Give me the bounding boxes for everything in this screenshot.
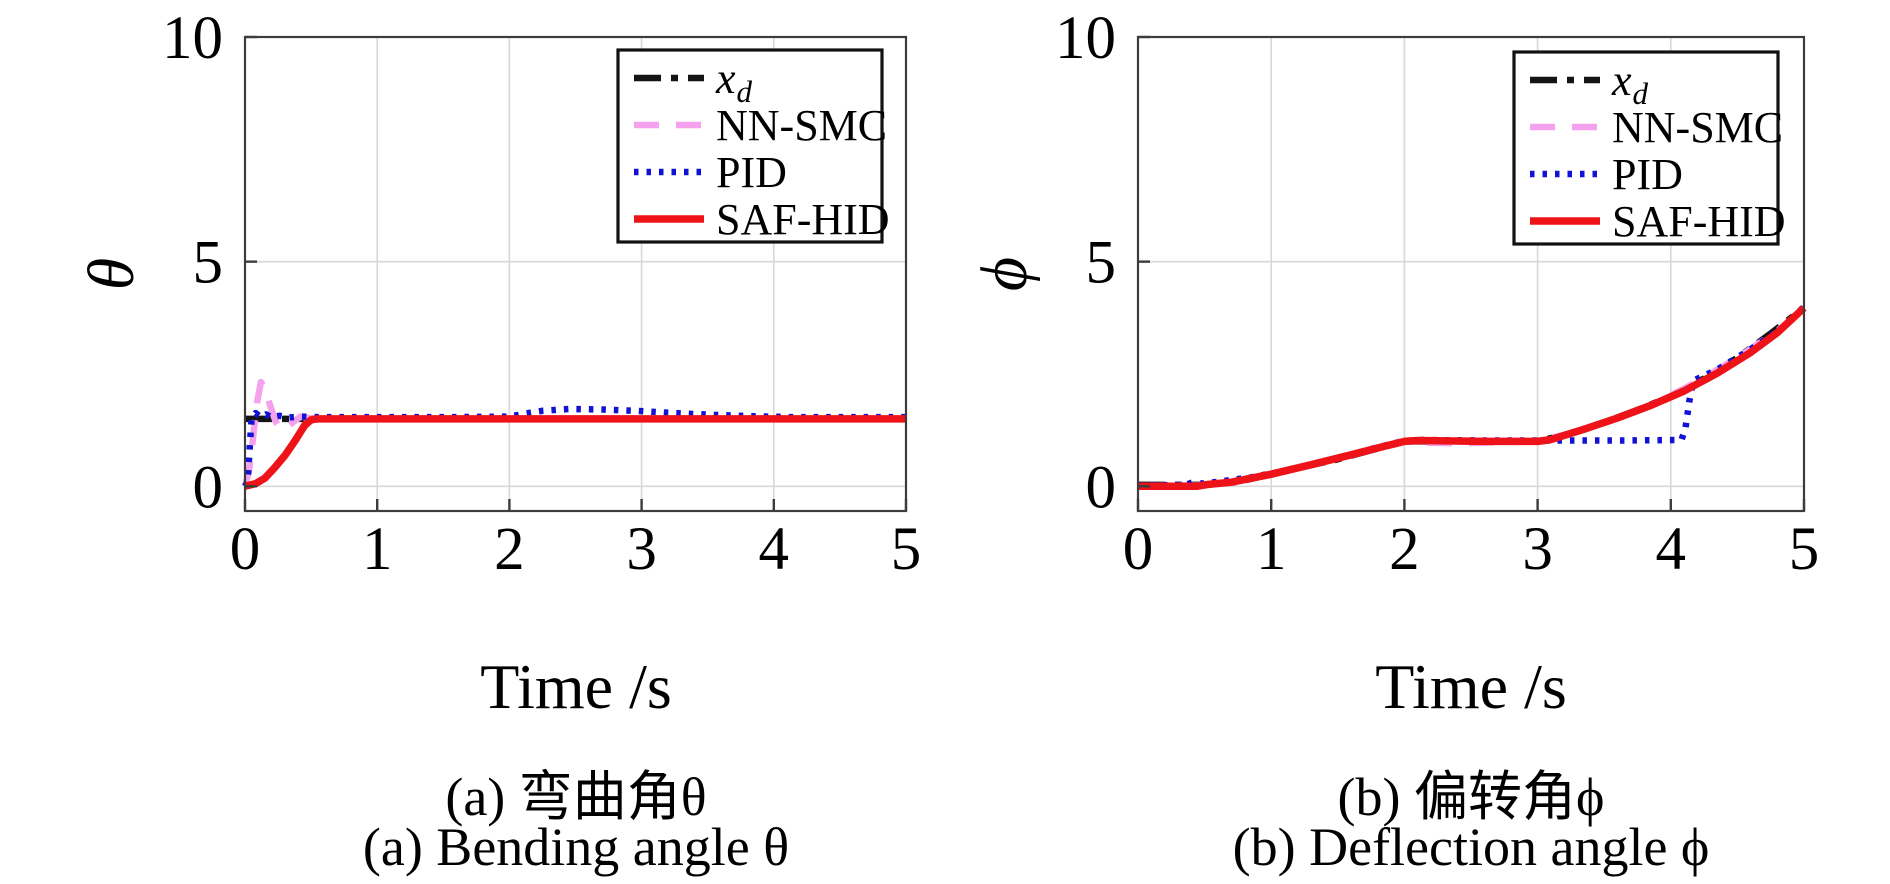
x-tick-label: 0	[230, 516, 261, 583]
legend-box	[1512, 50, 1780, 246]
caption-cn-right: (b) 偏转角ϕ	[1337, 767, 1605, 827]
x-tick-label: 1	[1256, 516, 1287, 583]
y-axis-label-phi: ϕ	[968, 256, 1041, 292]
x-tick-label: 4	[1656, 516, 1687, 583]
caption-en-right: (b) Deflection angle ϕ	[1232, 817, 1710, 877]
caption-en-left: (a) Bending angle θ	[362, 817, 790, 877]
x-axis-label-right: Time /s	[1375, 651, 1567, 722]
legend-label-x_d: xd	[715, 54, 753, 109]
x-tick-label: 2	[1389, 516, 1420, 583]
plot-frame	[243, 35, 908, 513]
legend-label-PID: PID	[1612, 150, 1683, 199]
y-tick-label: 5	[1086, 230, 1117, 297]
legend-label-x_d: xd	[1611, 56, 1649, 111]
series-line-SAF-HID	[244, 415, 906, 490]
x-tick-label: 3	[626, 516, 657, 583]
y-tick-label: 10	[1055, 5, 1116, 72]
series-line-NN-SMC	[1137, 305, 1807, 490]
x-tick-label: 3	[1522, 516, 1553, 583]
y-tick-label: 0	[193, 454, 224, 521]
x-tick-label: 2	[494, 516, 525, 583]
legend-label-NN-SMC: NN-SMC	[716, 101, 887, 150]
y-tick-label: 5	[193, 230, 224, 297]
legend-label-SAF-HID: SAF-HID	[716, 195, 890, 244]
x-tick-label: 5	[891, 516, 922, 583]
legend-label-NN-SMC: NN-SMC	[1612, 103, 1783, 152]
x-tick-label: 5	[1789, 516, 1820, 583]
legend-label-SAF-HID: SAF-HID	[1612, 197, 1786, 246]
legend-box	[616, 48, 884, 244]
x-axis-label-left: Time /s	[480, 651, 672, 722]
y-tick-label: 0	[1086, 454, 1117, 521]
series-line-NN-SMC	[241, 378, 906, 488]
series-line-x_d	[1138, 305, 1806, 489]
x-tick-label: 1	[362, 516, 393, 583]
plot-frame	[1136, 35, 1806, 513]
series-line-PID	[1137, 304, 1807, 489]
caption-cn-left: (a) 弯曲角θ	[445, 767, 707, 827]
series-line-SAF-HID	[1138, 305, 1807, 491]
y-tick-label: 10	[162, 5, 223, 72]
legend-label-PID: PID	[716, 148, 787, 197]
x-tick-label: 4	[759, 516, 790, 583]
x-tick-label: 0	[1123, 516, 1154, 583]
y-axis-label-theta: θ	[75, 257, 148, 291]
